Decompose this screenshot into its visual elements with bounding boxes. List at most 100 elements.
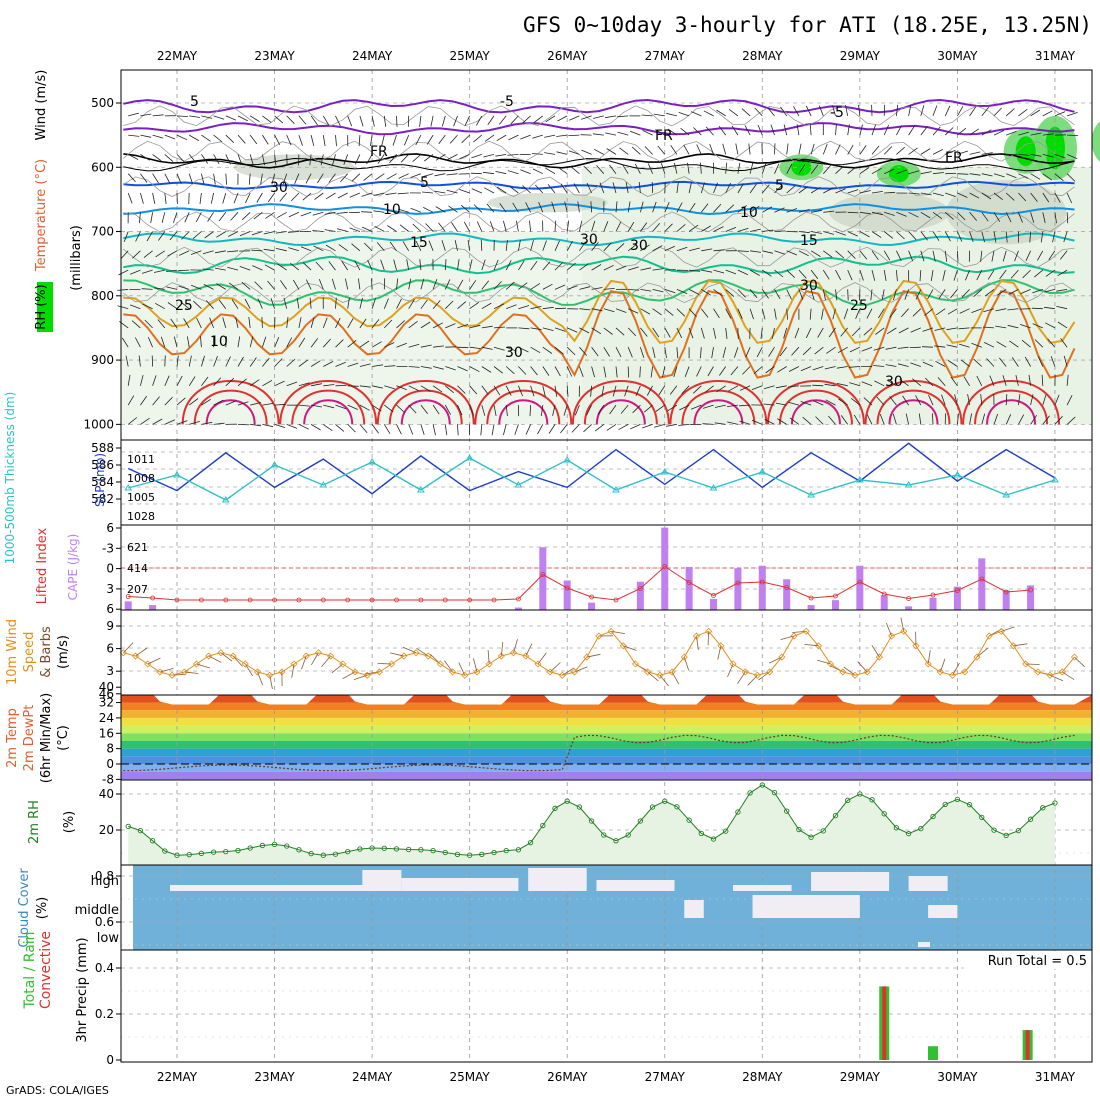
wind-barb [396, 298, 402, 309]
wind-barb [237, 356, 244, 367]
wind-barb [874, 380, 885, 387]
wind-barb [131, 320, 141, 329]
wind-barb [210, 192, 214, 204]
isotherm-line [123, 180, 1075, 190]
cape-bar [685, 566, 693, 610]
temp-color-band [121, 771, 1092, 780]
wind-barb-10m [377, 663, 392, 665]
wind-barb [432, 300, 441, 309]
cape-bar [734, 568, 742, 610]
wind-barb [235, 317, 239, 328]
wind-barb [571, 424, 580, 433]
wind-barb [371, 341, 382, 348]
wind-barb [444, 279, 451, 290]
wind-barb [774, 289, 781, 300]
wind-barb [323, 338, 331, 348]
rh-axis-tick-label: 20 [99, 823, 114, 837]
wind-barb [359, 424, 368, 433]
wind-barb [384, 365, 396, 367]
wind-barb [664, 269, 676, 271]
wind-barb [467, 239, 470, 251]
wind-barb [780, 106, 788, 117]
wind-barb [947, 308, 958, 315]
li-marker [564, 585, 570, 591]
wind-barb [579, 327, 590, 334]
wind-barb [957, 150, 969, 155]
wind-barb-10m [321, 655, 331, 667]
surface-heat-contour [669, 380, 768, 425]
wind-barb [934, 327, 946, 331]
wind-barb [349, 192, 361, 198]
wind-barb [993, 231, 997, 243]
li-marker [711, 593, 716, 598]
wind-barb [263, 248, 275, 252]
wind-barb [498, 115, 507, 125]
thickness-marker [953, 471, 962, 478]
wind-barb [786, 308, 788, 320]
footer-credit: GrADS: COLA/IGES [6, 1084, 109, 1097]
wind-barb [493, 346, 505, 351]
thickness-marker [660, 468, 669, 475]
wind-barb [444, 404, 451, 415]
wind-barb [762, 229, 774, 232]
wind-barb [920, 171, 932, 175]
wind-barb [786, 289, 792, 300]
contour-label: 25 [850, 298, 868, 314]
wind-barb [885, 364, 897, 367]
wind-barb [371, 404, 382, 412]
cape-axis-label: 621 [127, 541, 148, 554]
wind-barb [245, 192, 251, 204]
wind-barb-10m [244, 663, 254, 677]
surface-heat-contour [778, 389, 853, 425]
wind-barb [920, 231, 928, 241]
li-axis-tick-label: 6 [106, 521, 114, 535]
wind-barb [404, 134, 410, 146]
wind-barb [286, 154, 288, 166]
wind-barb [214, 267, 226, 271]
wind-barb-10m [623, 645, 637, 651]
wind-barb [520, 169, 531, 175]
wind-speed-contour [123, 282, 1075, 304]
wind-barb [384, 404, 394, 413]
wind-barb [542, 385, 546, 397]
wind-barb [579, 346, 588, 356]
wind-barb [1044, 289, 1055, 293]
wind-barb-10m [208, 655, 222, 663]
wind-barb [493, 366, 504, 374]
wind-barb-10m [1013, 643, 1028, 647]
temp-axis-tick-label: -8 [102, 772, 114, 786]
wind-barb [603, 366, 607, 378]
wind-barb [522, 185, 531, 194]
wind-barb-10m [871, 645, 880, 658]
wind-barb [691, 111, 702, 117]
wind-barb [406, 259, 410, 271]
wind-barb [893, 289, 897, 301]
wind-barb [225, 154, 231, 165]
wind-speed-marker [912, 642, 920, 650]
wind-barb [853, 414, 861, 425]
wind-barb [817, 327, 824, 338]
cape-axis-title: CAPE (J/kg) [66, 534, 80, 601]
wind-speed-marker [814, 642, 822, 650]
wind-barb [128, 154, 139, 160]
wind-barb [896, 231, 905, 240]
wind-barb [476, 115, 483, 126]
wind-barb [152, 114, 164, 117]
wind-barb [793, 106, 800, 117]
wind-barb [684, 366, 690, 377]
wind-speed-marker [961, 668, 969, 676]
wind-barb [815, 416, 824, 425]
temp-axis-tick-label: 40 [99, 680, 114, 694]
wind-barb [469, 404, 474, 416]
wind-barb-10m [562, 667, 575, 676]
wind-barb [969, 151, 981, 155]
wind-barb [866, 414, 873, 425]
wind-barb [298, 359, 309, 367]
wind-speed-marker [1070, 653, 1079, 661]
wind-barb [855, 308, 861, 319]
wind-barb [320, 154, 324, 166]
wind-barb [679, 404, 690, 411]
wind-barb [448, 205, 458, 213]
wind-barb [642, 130, 653, 136]
wind-barb [915, 289, 922, 300]
